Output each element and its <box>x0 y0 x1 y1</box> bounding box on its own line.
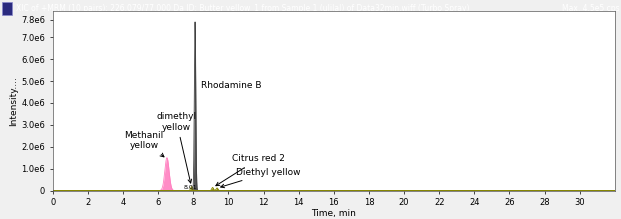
Text: Max. 4.5e5 cps: Max. 4.5e5 cps <box>561 4 619 13</box>
X-axis label: Time, min: Time, min <box>311 208 356 217</box>
Y-axis label: Intensity....: Intensity.... <box>9 76 19 126</box>
Text: Rhodamine B: Rhodamine B <box>201 81 261 90</box>
Text: XIC of +MRM (10 pairs): 226.079/77.000 Da ID: Butter yellow_1 from Sample 1 (uli: XIC of +MRM (10 pairs): 226.079/77.000 D… <box>16 4 469 13</box>
Text: 8.01: 8.01 <box>184 185 197 190</box>
Text: dimethyl
yellow: dimethyl yellow <box>156 112 197 183</box>
Bar <box>2 2 12 15</box>
Text: Diethyl yellow: Diethyl yellow <box>220 168 301 188</box>
Text: Citrus red 2: Citrus red 2 <box>216 154 285 186</box>
Text: Methanil
yellow: Methanil yellow <box>124 131 164 157</box>
